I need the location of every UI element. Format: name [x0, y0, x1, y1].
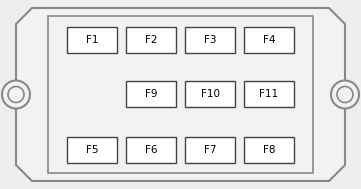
Bar [126, 81, 176, 107]
Text: F6: F6 [145, 145, 157, 155]
Bar [244, 81, 294, 107]
Text: F3: F3 [204, 35, 216, 45]
Bar [244, 137, 294, 163]
Text: F11: F11 [260, 89, 279, 99]
Bar [185, 27, 235, 53]
Bar [185, 137, 235, 163]
Bar [48, 16, 313, 173]
Circle shape [8, 87, 24, 102]
Text: F5: F5 [86, 145, 98, 155]
Circle shape [331, 81, 359, 108]
Bar [185, 81, 235, 107]
Text: F9: F9 [145, 89, 157, 99]
Text: F4: F4 [263, 35, 275, 45]
Bar [67, 27, 117, 53]
Bar [126, 27, 176, 53]
Text: F1: F1 [86, 35, 98, 45]
Bar [126, 137, 176, 163]
Bar [244, 27, 294, 53]
Bar [67, 137, 117, 163]
Polygon shape [16, 8, 345, 181]
Text: F10: F10 [200, 89, 219, 99]
Text: F7: F7 [204, 145, 216, 155]
Text: F2: F2 [145, 35, 157, 45]
Circle shape [2, 81, 30, 108]
Circle shape [337, 87, 353, 102]
Text: F8: F8 [263, 145, 275, 155]
